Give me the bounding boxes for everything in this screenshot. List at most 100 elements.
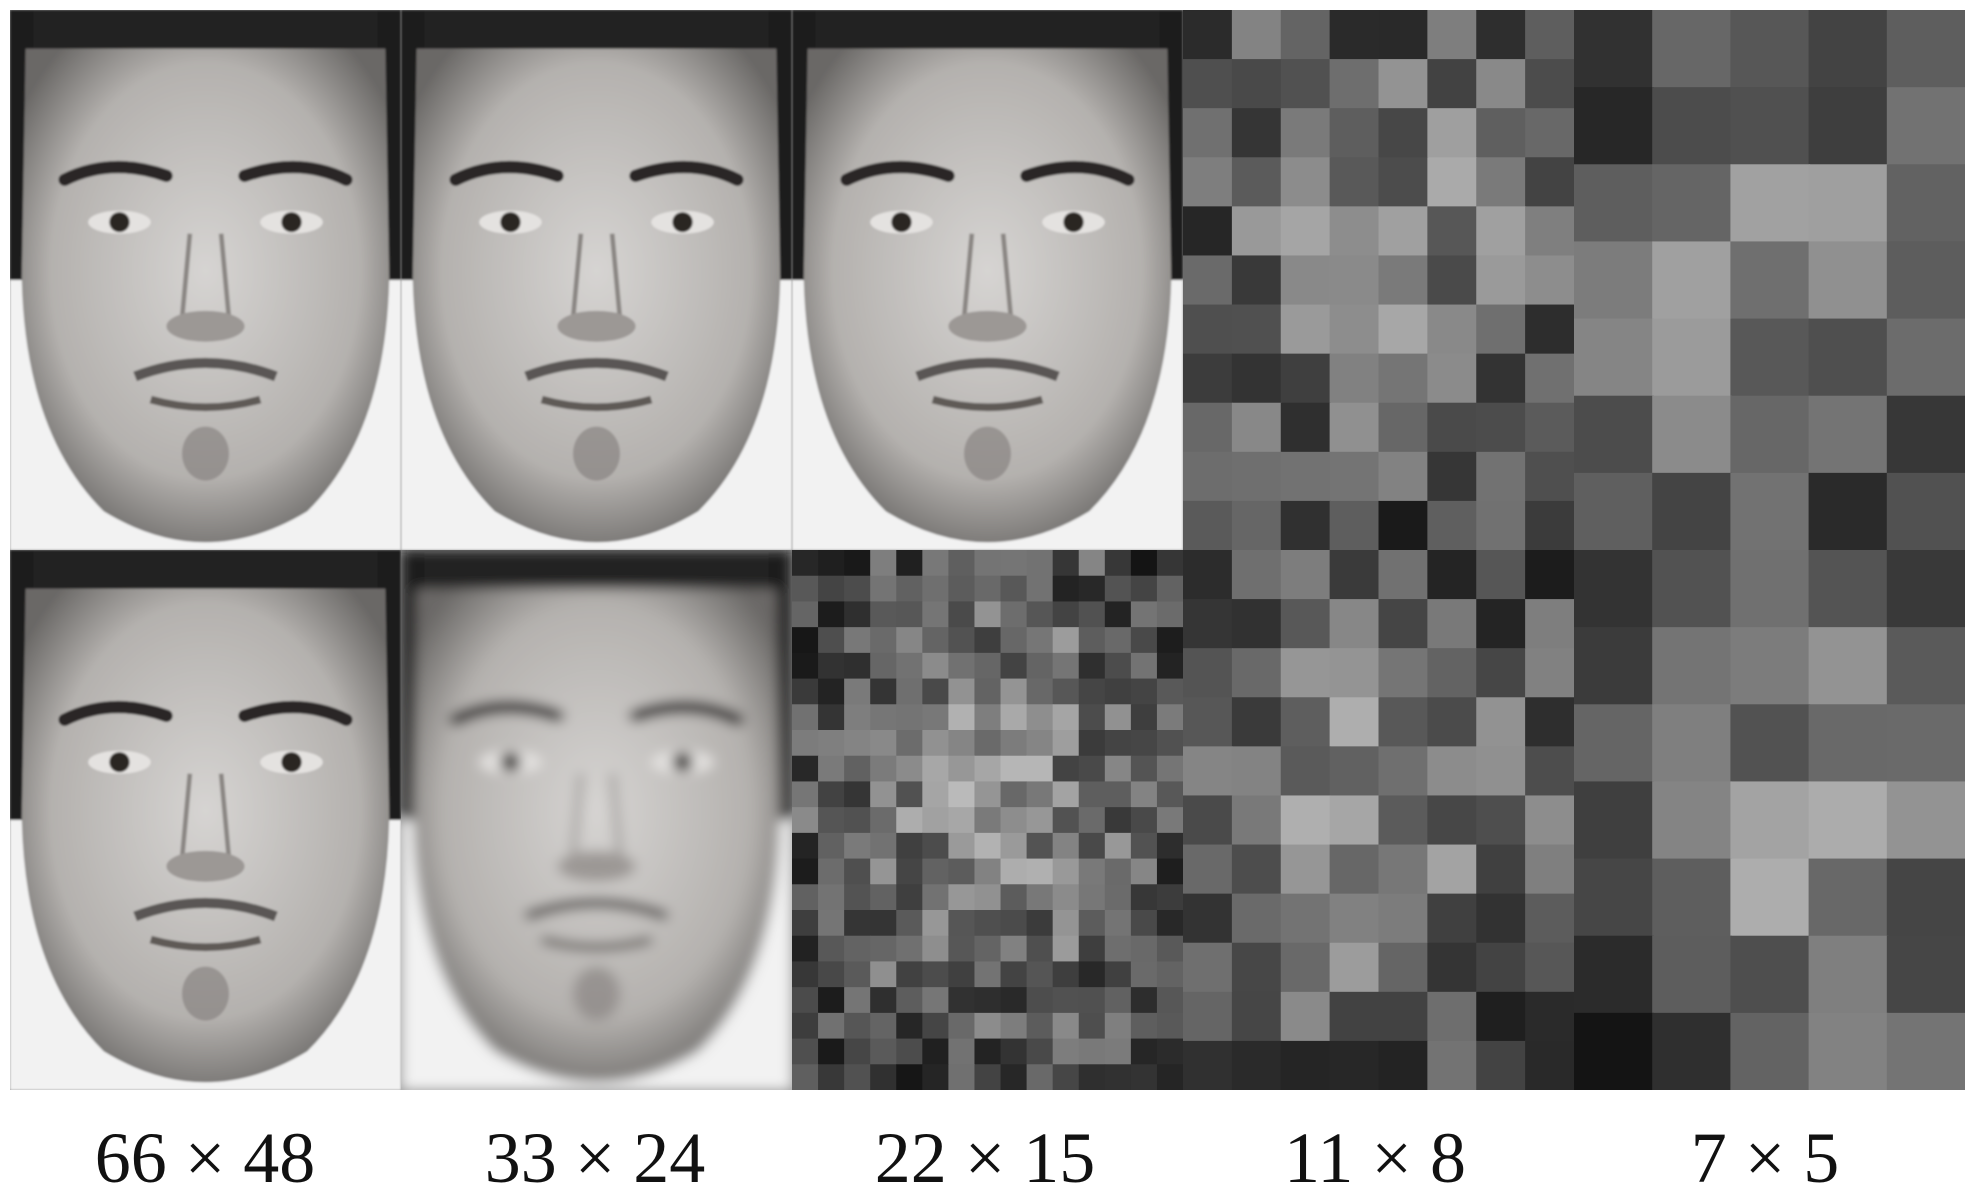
pixel-block (1078, 1012, 1106, 1040)
pixel-block (1280, 599, 1331, 650)
pixel-block (974, 910, 1002, 937)
pixel-block (1886, 781, 1965, 861)
pixel-block (1378, 206, 1429, 257)
pixel-block (1156, 678, 1183, 705)
pixel-block (1427, 108, 1478, 159)
pixel-block (1808, 164, 1889, 243)
pixel-block (1378, 991, 1429, 1042)
pixel-block (1104, 1064, 1132, 1090)
pixel-block (1652, 241, 1732, 321)
pixel-block (1078, 832, 1106, 860)
pixel-block (1808, 935, 1889, 1015)
pixel-block (1378, 402, 1429, 453)
pixel-block (1156, 1064, 1183, 1090)
pixel-block (792, 781, 819, 808)
pixel-block (1078, 575, 1106, 602)
pixel-block (1156, 730, 1183, 757)
pixel-block (1378, 746, 1429, 797)
pixel-block (792, 832, 819, 860)
pixel-block (1808, 472, 1889, 550)
pixel-block (974, 1064, 1002, 1090)
pixel-block (870, 858, 897, 885)
pixel-block (922, 858, 949, 885)
pixel-block (818, 1012, 845, 1040)
pixel-block (974, 601, 1002, 628)
pixel-block (1378, 108, 1429, 159)
face-image-row1-22x15 (792, 10, 1183, 550)
pixel-block (1000, 832, 1028, 860)
pixel-block (1329, 599, 1380, 650)
pixel-block (1476, 844, 1527, 895)
pixel-block (1329, 402, 1380, 453)
pixel-block (922, 884, 949, 911)
pixel-block (1652, 704, 1732, 783)
pixel-block (1378, 500, 1429, 550)
pixel-block (1280, 255, 1331, 306)
pixel-block (1000, 627, 1028, 654)
pixel-block (1280, 550, 1331, 601)
pixel-block (1231, 697, 1282, 748)
pixel-block (1130, 601, 1158, 628)
pixel-block (1476, 157, 1527, 208)
pixelated-face (1574, 10, 1965, 550)
pixel-block (896, 730, 923, 757)
pixel-block (1231, 206, 1282, 257)
pixel-block (1730, 164, 1811, 243)
pixelated-face (1183, 10, 1574, 550)
pixel-block (974, 627, 1002, 654)
pixel-block (1329, 157, 1380, 208)
pixel-block (1183, 304, 1233, 355)
pixel-block (1378, 942, 1429, 993)
pixel-block (1156, 935, 1183, 962)
pixel-block (1052, 704, 1080, 731)
resolution-label-7x5: 7 × 5 (1690, 1118, 1840, 1198)
pixel-block (922, 987, 949, 1014)
pixel-block (844, 807, 871, 834)
face-image-row1-11x8 (1183, 10, 1574, 550)
pixel-block (1130, 755, 1158, 782)
pixel-block (1329, 844, 1380, 895)
pixel-block (870, 910, 897, 937)
face-image-row1-7x5 (1574, 10, 1965, 550)
pixel-block (1574, 1012, 1654, 1090)
pixel-block (896, 832, 923, 860)
pixel-block (1378, 353, 1429, 404)
pixel-block (922, 781, 949, 808)
pixel-block (1052, 550, 1080, 577)
face-image-row2-33x24 (401, 550, 792, 1090)
pixel-block (1231, 157, 1282, 208)
resolution-label-22x15: 22 × 15 (874, 1118, 1096, 1198)
pixel-block (1280, 795, 1331, 846)
pixel-block (1231, 550, 1282, 601)
pixel-block (1652, 87, 1732, 166)
pixel-block (1130, 704, 1158, 731)
pixel-block (818, 730, 845, 757)
pixel-block (1280, 746, 1331, 797)
pixel-block (1808, 858, 1889, 938)
pixel-block (1104, 1012, 1132, 1040)
pixel-block (1156, 652, 1183, 680)
pixel-block (870, 652, 897, 680)
pixel-block (1130, 1038, 1158, 1065)
face-image-row1-33x24 (401, 10, 792, 550)
pixel-block (1183, 1040, 1233, 1090)
pixel-block (1156, 601, 1183, 628)
pixel-block (1231, 893, 1282, 944)
pixel-block (922, 678, 949, 705)
pixel-block (1000, 575, 1028, 602)
pixel-block (1052, 1038, 1080, 1065)
pixel-block (1730, 704, 1811, 783)
pixel-block (1026, 832, 1054, 860)
pixel-block (1183, 942, 1233, 993)
pixel-block (1730, 781, 1811, 861)
pixel-block (974, 858, 1002, 885)
resolution-labels: 66 × 48 33 × 24 22 × 15 11 × 8 7 × 5 (10, 1118, 1966, 1198)
pixel-block (948, 807, 975, 834)
pixel-block (1130, 858, 1158, 885)
pixel-block (948, 961, 975, 988)
pixel-block (844, 730, 871, 757)
pixel-block (1026, 627, 1054, 654)
pixel-block (1078, 1038, 1106, 1065)
pixel-block (1052, 575, 1080, 602)
pixel-block (870, 884, 897, 911)
